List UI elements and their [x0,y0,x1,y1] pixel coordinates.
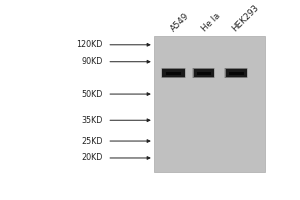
Bar [161,68,186,78]
Bar [166,72,181,75]
Bar [194,69,214,77]
Bar [226,69,247,77]
Bar [192,68,215,78]
Bar [224,68,248,78]
Text: 120KD: 120KD [76,40,103,49]
Bar [154,36,266,172]
Text: He la: He la [200,11,222,33]
Bar [197,72,211,75]
Text: 20KD: 20KD [81,153,103,162]
Text: A549: A549 [169,11,192,33]
Bar [162,68,185,78]
Text: 50KD: 50KD [81,90,103,99]
Bar [163,69,184,77]
Text: 35KD: 35KD [81,116,103,125]
Text: 90KD: 90KD [81,57,103,66]
Bar [225,68,248,78]
Bar [229,72,244,75]
Bar [193,68,214,78]
Text: 25KD: 25KD [81,137,103,146]
Text: HEK293: HEK293 [230,3,260,33]
